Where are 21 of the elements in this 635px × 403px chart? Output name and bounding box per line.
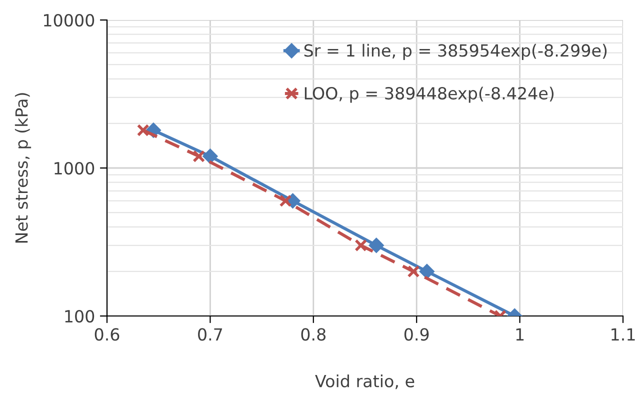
point [354,239,368,252]
point [279,194,292,208]
x-tick-label: 0.9 [404,328,429,341]
legend-label: Sr = 1 line, p = 385954exp(-8.299e) [304,44,607,60]
y-tick-label: 10000 [44,14,94,27]
x-tick-label: 0.8 [301,328,326,341]
legend-label: LOO, p = 389448exp(-8.424e) [304,86,554,103]
y-tick-label: 100 [65,310,94,323]
x-tick-label: 1 [516,328,524,340]
point [419,264,434,280]
x-tick-label: 1.1 [612,328,635,340]
point [202,148,218,164]
x-tick-label: 0.6 [94,328,120,341]
y-axis-title: Net stress, p (kPa) [14,93,32,243]
x-axis-title: Void ratio, e [315,374,414,390]
point [407,265,420,278]
point [368,238,384,253]
x-tick-label: 0.7 [198,328,222,341]
y-tick-label: 1000 [54,162,94,175]
point [136,124,150,136]
point [192,150,206,163]
